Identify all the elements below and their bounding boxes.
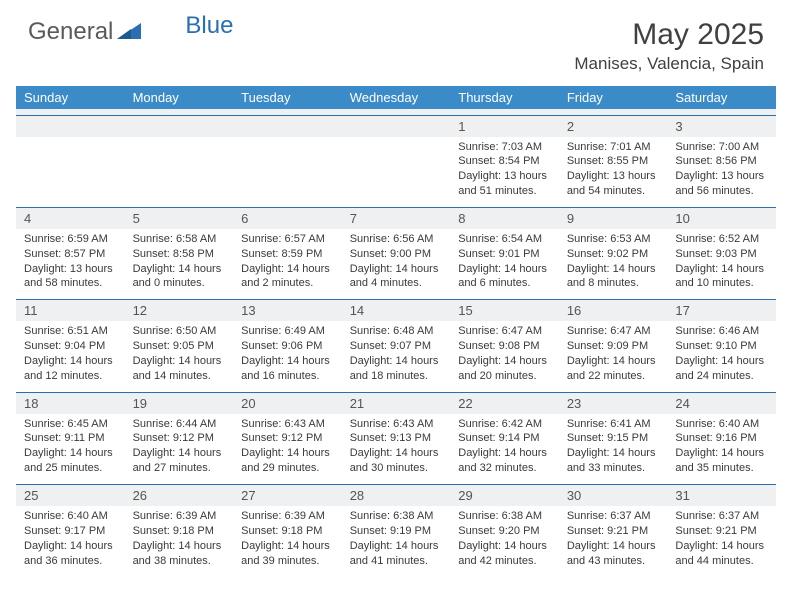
day-number: 5 bbox=[125, 207, 234, 229]
logo-text-blue: Blue bbox=[185, 12, 233, 40]
day-number: 24 bbox=[667, 392, 776, 414]
title-block: May 2025 Manises, Valencia, Spain bbox=[574, 18, 764, 74]
day-cell: Sunrise: 6:42 AMSunset: 9:14 PMDaylight:… bbox=[450, 414, 559, 485]
day-number: 7 bbox=[342, 207, 451, 229]
day-cell: Sunrise: 6:39 AMSunset: 9:18 PMDaylight:… bbox=[233, 506, 342, 576]
day-cell: Sunrise: 6:38 AMSunset: 9:19 PMDaylight:… bbox=[342, 506, 451, 576]
month-title: May 2025 bbox=[574, 18, 764, 52]
day-cell: Sunrise: 6:37 AMSunset: 9:21 PMDaylight:… bbox=[559, 506, 668, 576]
daynum-row: 18192021222324 bbox=[16, 392, 776, 414]
day-cell: Sunrise: 7:01 AMSunset: 8:55 PMDaylight:… bbox=[559, 137, 668, 208]
daynum-row: 25262728293031 bbox=[16, 485, 776, 507]
day-cell: Sunrise: 6:56 AMSunset: 9:00 PMDaylight:… bbox=[342, 229, 451, 300]
day-number: 11 bbox=[16, 300, 125, 322]
day-number: 3 bbox=[667, 115, 776, 137]
day-number: . bbox=[16, 115, 125, 137]
day-number: 13 bbox=[233, 300, 342, 322]
day-cell: Sunrise: 6:40 AMSunset: 9:17 PMDaylight:… bbox=[16, 506, 125, 576]
day-header: Tuesday bbox=[233, 86, 342, 109]
daynum-row: 11121314151617 bbox=[16, 300, 776, 322]
day-cell bbox=[16, 137, 125, 208]
day-number: 8 bbox=[450, 207, 559, 229]
day-number: . bbox=[233, 115, 342, 137]
daynum-row: 45678910 bbox=[16, 207, 776, 229]
day-cell: Sunrise: 6:57 AMSunset: 8:59 PMDaylight:… bbox=[233, 229, 342, 300]
day-number: 25 bbox=[16, 485, 125, 507]
logo-icon bbox=[115, 19, 143, 46]
day-cell: Sunrise: 6:51 AMSunset: 9:04 PMDaylight:… bbox=[16, 321, 125, 392]
day-number: 12 bbox=[125, 300, 234, 322]
day-cell: Sunrise: 6:44 AMSunset: 9:12 PMDaylight:… bbox=[125, 414, 234, 485]
day-number: 17 bbox=[667, 300, 776, 322]
day-number: . bbox=[342, 115, 451, 137]
day-cell: Sunrise: 6:53 AMSunset: 9:02 PMDaylight:… bbox=[559, 229, 668, 300]
day-number: 14 bbox=[342, 300, 451, 322]
logo: General Blue bbox=[28, 18, 233, 46]
day-cell: Sunrise: 6:48 AMSunset: 9:07 PMDaylight:… bbox=[342, 321, 451, 392]
day-cell: Sunrise: 6:37 AMSunset: 9:21 PMDaylight:… bbox=[667, 506, 776, 576]
day-cell: Sunrise: 6:58 AMSunset: 8:58 PMDaylight:… bbox=[125, 229, 234, 300]
day-number: 9 bbox=[559, 207, 668, 229]
day-number: 6 bbox=[233, 207, 342, 229]
day-number: 30 bbox=[559, 485, 668, 507]
day-number: 22 bbox=[450, 392, 559, 414]
detail-row: Sunrise: 6:51 AMSunset: 9:04 PMDaylight:… bbox=[16, 321, 776, 392]
detail-row: Sunrise: 6:40 AMSunset: 9:17 PMDaylight:… bbox=[16, 506, 776, 576]
day-number: 10 bbox=[667, 207, 776, 229]
logo-text-general: General bbox=[28, 18, 113, 46]
day-cell: Sunrise: 6:43 AMSunset: 9:12 PMDaylight:… bbox=[233, 414, 342, 485]
day-header: Saturday bbox=[667, 86, 776, 109]
day-cell: Sunrise: 7:03 AMSunset: 8:54 PMDaylight:… bbox=[450, 137, 559, 208]
calendar-table: SundayMondayTuesdayWednesdayThursdayFrid… bbox=[16, 86, 776, 576]
day-cell: Sunrise: 6:41 AMSunset: 9:15 PMDaylight:… bbox=[559, 414, 668, 485]
day-cell: Sunrise: 6:50 AMSunset: 9:05 PMDaylight:… bbox=[125, 321, 234, 392]
day-number: 19 bbox=[125, 392, 234, 414]
day-number: 20 bbox=[233, 392, 342, 414]
day-header: Thursday bbox=[450, 86, 559, 109]
daynum-row: ....123 bbox=[16, 115, 776, 137]
day-cell bbox=[342, 137, 451, 208]
day-header: Wednesday bbox=[342, 86, 451, 109]
day-number: 27 bbox=[233, 485, 342, 507]
day-number: 26 bbox=[125, 485, 234, 507]
detail-row: Sunrise: 7:03 AMSunset: 8:54 PMDaylight:… bbox=[16, 137, 776, 208]
day-cell: Sunrise: 6:47 AMSunset: 9:09 PMDaylight:… bbox=[559, 321, 668, 392]
day-number: 15 bbox=[450, 300, 559, 322]
day-header: Monday bbox=[125, 86, 234, 109]
day-cell: Sunrise: 6:45 AMSunset: 9:11 PMDaylight:… bbox=[16, 414, 125, 485]
day-cell: Sunrise: 6:52 AMSunset: 9:03 PMDaylight:… bbox=[667, 229, 776, 300]
day-header-row: SundayMondayTuesdayWednesdayThursdayFrid… bbox=[16, 86, 776, 109]
day-number: 16 bbox=[559, 300, 668, 322]
day-cell bbox=[125, 137, 234, 208]
day-cell: Sunrise: 6:46 AMSunset: 9:10 PMDaylight:… bbox=[667, 321, 776, 392]
day-number: 28 bbox=[342, 485, 451, 507]
detail-row: Sunrise: 6:45 AMSunset: 9:11 PMDaylight:… bbox=[16, 414, 776, 485]
day-number: 18 bbox=[16, 392, 125, 414]
day-cell: Sunrise: 6:38 AMSunset: 9:20 PMDaylight:… bbox=[450, 506, 559, 576]
day-cell: Sunrise: 6:54 AMSunset: 9:01 PMDaylight:… bbox=[450, 229, 559, 300]
day-number: 1 bbox=[450, 115, 559, 137]
day-header: Friday bbox=[559, 86, 668, 109]
day-cell: Sunrise: 6:47 AMSunset: 9:08 PMDaylight:… bbox=[450, 321, 559, 392]
day-number: 21 bbox=[342, 392, 451, 414]
day-number: . bbox=[125, 115, 234, 137]
day-cell: Sunrise: 6:59 AMSunset: 8:57 PMDaylight:… bbox=[16, 229, 125, 300]
day-cell: Sunrise: 6:43 AMSunset: 9:13 PMDaylight:… bbox=[342, 414, 451, 485]
header: General Blue May 2025 Manises, Valencia,… bbox=[0, 0, 792, 78]
day-cell: Sunrise: 6:40 AMSunset: 9:16 PMDaylight:… bbox=[667, 414, 776, 485]
day-number: 2 bbox=[559, 115, 668, 137]
day-cell bbox=[233, 137, 342, 208]
location: Manises, Valencia, Spain bbox=[574, 54, 764, 74]
day-header: Sunday bbox=[16, 86, 125, 109]
day-cell: Sunrise: 6:49 AMSunset: 9:06 PMDaylight:… bbox=[233, 321, 342, 392]
day-cell: Sunrise: 6:39 AMSunset: 9:18 PMDaylight:… bbox=[125, 506, 234, 576]
day-number: 29 bbox=[450, 485, 559, 507]
day-cell: Sunrise: 7:00 AMSunset: 8:56 PMDaylight:… bbox=[667, 137, 776, 208]
day-number: 31 bbox=[667, 485, 776, 507]
day-number: 23 bbox=[559, 392, 668, 414]
day-number: 4 bbox=[16, 207, 125, 229]
detail-row: Sunrise: 6:59 AMSunset: 8:57 PMDaylight:… bbox=[16, 229, 776, 300]
